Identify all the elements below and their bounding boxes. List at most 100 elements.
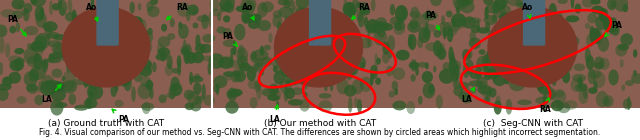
Ellipse shape [598,10,606,21]
Ellipse shape [570,0,574,9]
Ellipse shape [141,103,154,111]
Ellipse shape [609,69,619,85]
Ellipse shape [618,44,629,51]
Ellipse shape [352,79,364,94]
Ellipse shape [66,51,76,66]
Ellipse shape [52,34,67,40]
Ellipse shape [223,71,236,77]
Ellipse shape [170,83,182,96]
Ellipse shape [623,4,628,12]
Ellipse shape [225,101,239,114]
Ellipse shape [392,68,405,80]
Ellipse shape [268,94,280,101]
Ellipse shape [349,11,354,22]
Ellipse shape [250,14,262,23]
Ellipse shape [0,83,12,91]
Ellipse shape [549,3,557,19]
Ellipse shape [560,57,573,73]
Ellipse shape [256,84,262,100]
Ellipse shape [52,42,65,54]
Ellipse shape [273,71,285,85]
Ellipse shape [409,62,419,69]
Ellipse shape [454,17,467,28]
Ellipse shape [381,23,393,31]
Ellipse shape [150,0,158,5]
Ellipse shape [493,56,500,67]
Ellipse shape [386,66,394,76]
Ellipse shape [181,47,189,55]
Ellipse shape [599,58,610,70]
Ellipse shape [492,14,497,22]
Ellipse shape [483,67,492,80]
Ellipse shape [451,60,461,71]
Ellipse shape [455,64,460,80]
Text: PA: PA [112,109,129,124]
Ellipse shape [58,82,63,93]
Ellipse shape [633,70,637,76]
Ellipse shape [623,99,632,110]
Ellipse shape [88,25,103,37]
Ellipse shape [370,74,374,86]
Ellipse shape [591,0,601,5]
Ellipse shape [202,84,206,100]
Ellipse shape [108,78,121,87]
Ellipse shape [224,3,234,13]
Ellipse shape [554,90,566,104]
Ellipse shape [131,16,143,26]
Ellipse shape [18,4,22,10]
Ellipse shape [46,80,59,87]
Ellipse shape [271,88,281,102]
Ellipse shape [602,95,614,107]
Ellipse shape [492,1,499,13]
Ellipse shape [190,76,204,83]
Ellipse shape [365,24,378,34]
Ellipse shape [468,49,472,59]
Ellipse shape [109,13,118,24]
Ellipse shape [83,75,88,88]
FancyBboxPatch shape [97,0,119,46]
Text: RA: RA [352,3,370,19]
Ellipse shape [12,0,25,10]
Ellipse shape [241,0,257,12]
Ellipse shape [157,36,170,47]
Ellipse shape [233,41,237,56]
Ellipse shape [538,13,548,26]
Ellipse shape [471,87,477,94]
Ellipse shape [604,17,616,27]
Ellipse shape [572,74,586,82]
Ellipse shape [556,12,563,24]
Ellipse shape [72,35,79,48]
Ellipse shape [351,6,356,16]
Ellipse shape [476,56,488,71]
Ellipse shape [614,0,628,12]
Ellipse shape [143,40,152,53]
Ellipse shape [11,60,24,71]
Ellipse shape [481,88,493,97]
Ellipse shape [219,0,232,10]
Ellipse shape [258,20,271,31]
FancyBboxPatch shape [309,0,332,46]
Ellipse shape [589,70,602,79]
Ellipse shape [422,28,430,39]
Ellipse shape [280,62,296,78]
Ellipse shape [51,81,65,92]
Ellipse shape [604,16,611,31]
Ellipse shape [506,28,521,40]
Ellipse shape [146,62,152,71]
Ellipse shape [509,13,525,24]
Ellipse shape [462,49,470,61]
Ellipse shape [585,48,591,64]
Ellipse shape [303,27,319,34]
Ellipse shape [284,17,289,23]
Ellipse shape [140,19,147,33]
Ellipse shape [236,5,249,12]
Ellipse shape [591,6,604,14]
Ellipse shape [344,85,356,97]
Ellipse shape [200,44,212,53]
Ellipse shape [337,79,349,94]
Ellipse shape [136,18,143,35]
Ellipse shape [479,49,486,55]
Ellipse shape [483,54,488,69]
Ellipse shape [223,39,237,47]
Ellipse shape [190,101,202,111]
